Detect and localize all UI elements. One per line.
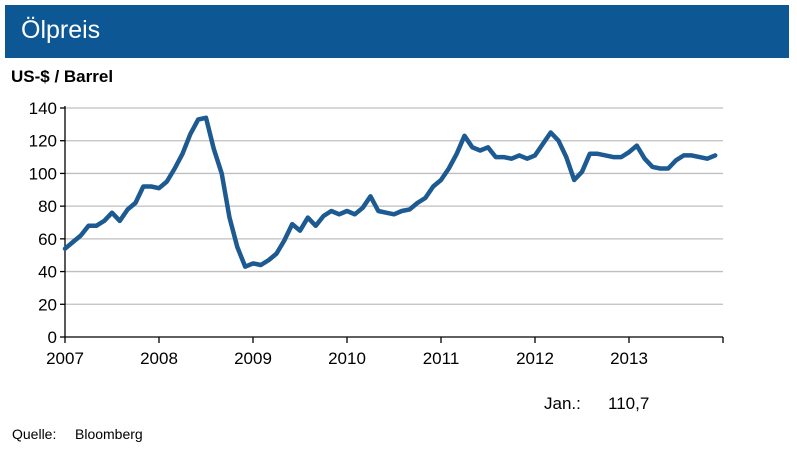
x-tick-label: 2011	[423, 349, 460, 368]
y-tick-label: 40	[38, 263, 57, 282]
y-tick-label: 80	[38, 197, 57, 216]
series-line-oil-price	[62, 115, 718, 269]
y-tick-label: 140	[29, 99, 57, 118]
x-tick-label: 2013	[610, 349, 648, 368]
y-tick-label: 20	[38, 295, 57, 314]
source-value: Bloomberg	[75, 426, 143, 442]
oil-price-chart: 0 20 40 60 80 100 120 140 2007 2008 2009 2010 2011 20…	[29, 99, 724, 368]
y-axis-label: US-$ / Barrel	[11, 67, 114, 86]
source-label: Quelle:	[12, 426, 57, 442]
y-tick-label: 60	[38, 230, 57, 249]
x-tick-label: 2010	[328, 349, 366, 368]
title-bar: Ölpreis	[5, 5, 789, 58]
x-tick-label: 2009	[234, 349, 272, 368]
page-title: Ölpreis	[21, 16, 101, 44]
latest-value-label: Jan.:	[544, 394, 581, 413]
latest-value: 110,7	[608, 394, 650, 413]
y-tick-label: 100	[29, 164, 57, 183]
x-tick-label: 2012	[516, 349, 554, 368]
x-tick-label: 2007	[46, 349, 84, 368]
x-tick-label: 2008	[140, 349, 178, 368]
y-tick-label: 120	[29, 132, 57, 151]
y-tick-label: 0	[48, 328, 57, 347]
